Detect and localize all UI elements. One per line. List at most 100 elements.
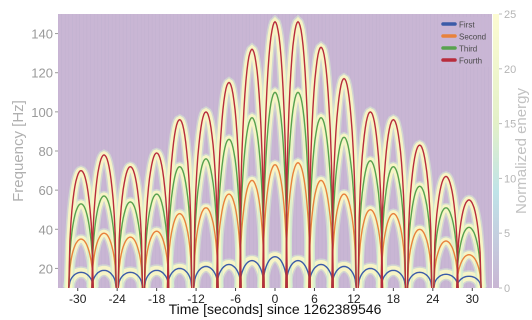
track-second: [91, 232, 117, 288]
track-fourth: [143, 152, 170, 288]
y-tick-label: 140: [31, 27, 53, 42]
track-fourth: [262, 20, 288, 288]
track-first: [166, 267, 193, 288]
track-second: [357, 208, 384, 288]
track-third: [166, 165, 193, 288]
track-third: [143, 193, 170, 288]
track-fourth: [456, 199, 482, 288]
colorbar-tick-label: 15: [504, 119, 516, 131]
track-second: [331, 193, 357, 288]
track-third: [308, 116, 334, 288]
track-first: [456, 275, 482, 288]
track-first: [406, 271, 433, 288]
track-fourth: [433, 175, 459, 288]
track-third: [239, 116, 265, 288]
legend-label-fourth: Fourth: [459, 57, 482, 66]
y-tick-label: 60: [39, 183, 53, 198]
y-tick-label: 120: [31, 66, 53, 81]
legend-label-second: Second: [459, 33, 486, 42]
colorbar-gradient: [493, 14, 499, 288]
colorbar-tick-label: 0: [504, 283, 510, 295]
colorbar-label: Normalized energy: [513, 88, 530, 214]
track-fourth: [68, 169, 94, 288]
x-tick-label: 30: [466, 292, 480, 306]
track-first: [91, 269, 117, 288]
x-tick-label: -12: [187, 292, 205, 306]
track-first: [331, 265, 357, 288]
track-fourth: [193, 111, 219, 288]
track-third: [456, 226, 482, 288]
track-second: [308, 179, 334, 288]
colorbar-tick-label: 25: [504, 9, 516, 21]
track-first: [117, 271, 144, 288]
colorbar-tick-label: 20: [504, 64, 516, 76]
x-tick-label: 24: [426, 292, 440, 306]
track-first: [380, 269, 407, 288]
track-second: [239, 179, 265, 288]
track-second: [166, 212, 193, 288]
track-fourth: [285, 20, 311, 288]
track-fourth: [91, 154, 117, 288]
track-second: [433, 240, 459, 288]
track-first: [216, 263, 242, 288]
x-tick-label: -30: [69, 292, 87, 306]
legend-label-first: First: [459, 21, 475, 30]
track-third: [117, 201, 144, 288]
track-second: [262, 163, 288, 288]
legend-label-third: Third: [459, 45, 477, 54]
colorbar: 0 5 10 15 20 25 Normalized energy: [493, 9, 530, 295]
track-fourth: [239, 48, 265, 288]
track-third: [91, 195, 117, 288]
track-second: [380, 212, 407, 288]
track-second: [285, 161, 311, 288]
track-fourth: [216, 81, 242, 288]
track-second: [456, 253, 482, 288]
legend: First Second Third Fourth: [438, 17, 492, 67]
y-tick-label: 20: [39, 261, 53, 276]
colorbar-tick-label: 5: [504, 228, 510, 240]
track-first: [262, 255, 288, 288]
track-first: [239, 259, 265, 288]
x-axis-label: Time [seconds] since 1262389546: [169, 301, 382, 317]
track-first: [308, 263, 334, 288]
track-third: [406, 185, 433, 288]
track-third: [285, 91, 311, 288]
track-first: [357, 267, 384, 288]
x-tick-label: -18: [148, 292, 166, 306]
track-first: [433, 273, 459, 288]
x-tick-label: 18: [387, 292, 401, 306]
track-second: [406, 228, 433, 288]
x-tick-label: 0: [272, 292, 279, 306]
track-fourth: [380, 118, 407, 288]
track-second: [143, 230, 170, 288]
track-third: [331, 136, 357, 288]
y-tick-label: 40: [39, 222, 53, 237]
track-third: [68, 203, 94, 288]
track-fourth: [117, 165, 144, 288]
track-third: [433, 207, 459, 288]
track-third: [262, 91, 288, 288]
x-axis: -30 -24 -18 -12 -6 0 6 12 18 24 30: [69, 288, 479, 306]
colorbar-tick-label: 10: [504, 173, 516, 185]
track-third: [380, 165, 407, 288]
track-first: [68, 271, 94, 288]
track-first: [193, 265, 219, 288]
track-second: [216, 193, 242, 288]
track-third: [216, 138, 242, 288]
track-fourth: [357, 111, 384, 288]
track-second: [193, 207, 219, 288]
y-tick-label: 100: [31, 105, 53, 120]
x-tick-label: 12: [347, 292, 361, 306]
track-third: [193, 158, 219, 288]
track-first: [285, 259, 311, 288]
track-first: [143, 269, 170, 288]
x-tick-label: 6: [311, 292, 318, 306]
track-fourth: [406, 144, 433, 288]
x-tick-label: -6: [230, 292, 241, 306]
track-fourth: [308, 46, 334, 288]
track-fourth: [331, 77, 357, 288]
frequency-tracks: [68, 20, 482, 288]
track-third: [357, 160, 384, 288]
y-axis-label: Frequency [Hz]: [10, 100, 27, 202]
